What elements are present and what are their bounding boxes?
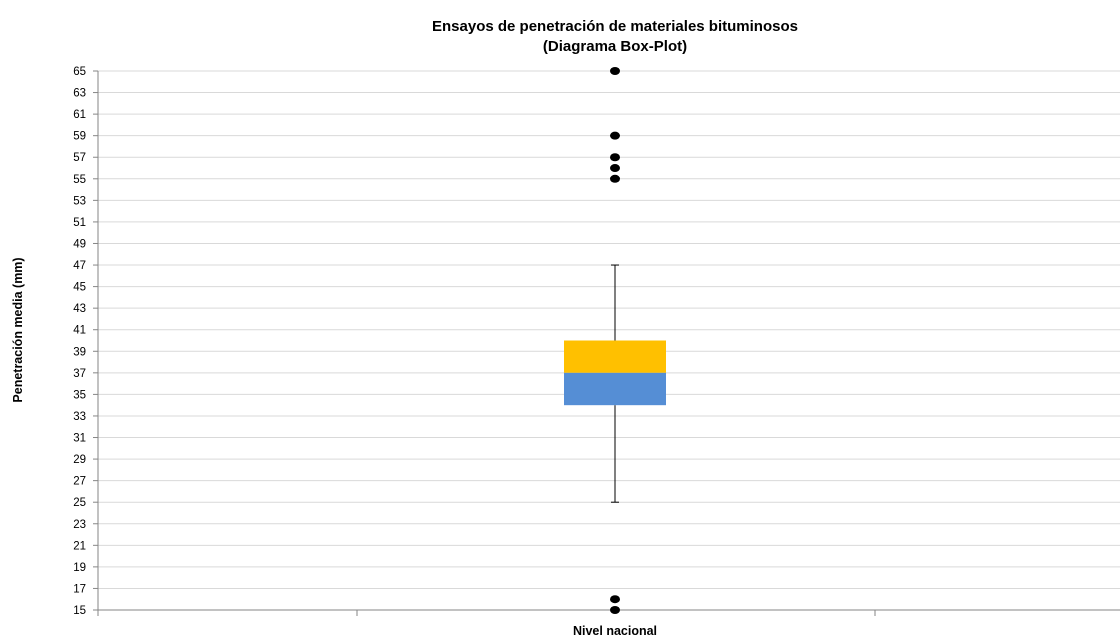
y-tick-labels: 15 17 19 21 23 25 27 29 31 33 35 37 39 41 43 45 47 49 51 53…: [73, 66, 86, 617]
gridlines: [98, 70, 1120, 589]
outlier-point: [610, 131, 620, 140]
outlier-point: [610, 67, 620, 75]
y-tick-label: 29: [73, 454, 86, 466]
y-tick-label: 17: [73, 583, 86, 595]
outlier-point: [610, 153, 620, 162]
y-tick-label: 41: [73, 325, 86, 337]
y-tick-label: 25: [73, 497, 86, 509]
outlier-point: [610, 606, 620, 614]
outliers: [610, 67, 620, 614]
y-tick-label: 59: [73, 131, 86, 143]
y-tick-label: 61: [73, 109, 86, 121]
y-tick-label: 27: [73, 476, 86, 488]
y-tick-label: 31: [73, 433, 86, 445]
axes: [93, 70, 1120, 616]
y-tick-label: 49: [73, 238, 86, 250]
y-tick-label: 39: [73, 346, 86, 358]
y-tick-label: 23: [73, 519, 86, 531]
y-tick-label: 37: [73, 368, 86, 380]
y-tick-label: 57: [73, 152, 86, 164]
y-tick-label: 63: [73, 88, 86, 100]
box-plot: [564, 264, 666, 503]
y-tick-label: 51: [73, 217, 86, 229]
chart-subtitle: (Diagrama Box-Plot): [543, 38, 687, 55]
upper-box-q2-q3: [564, 340, 666, 373]
y-tick-label: 33: [73, 411, 86, 423]
x-category-label: Nivel nacional: [573, 624, 657, 638]
y-tick-label: 47: [73, 260, 86, 272]
y-tick-label: 43: [73, 303, 86, 315]
y-tick-label: 21: [73, 540, 86, 552]
outlier-point: [610, 174, 620, 183]
y-tick-label: 19: [73, 562, 86, 574]
outlier-point: [610, 595, 620, 604]
y-tick-label: 53: [73, 195, 86, 207]
chart-title: Ensayos de penetración de materiales bit…: [432, 18, 798, 35]
y-tick-label: 65: [73, 66, 86, 78]
y-tick-label: 35: [73, 389, 86, 401]
lower-box-q1-q2: [564, 372, 666, 406]
y-tick-label: 15: [73, 605, 86, 617]
y-tick-label: 45: [73, 282, 86, 294]
outlier-point: [610, 164, 620, 173]
y-axis-label: Penetración media (mm): [11, 257, 25, 402]
y-tick-label: 55: [73, 174, 86, 186]
